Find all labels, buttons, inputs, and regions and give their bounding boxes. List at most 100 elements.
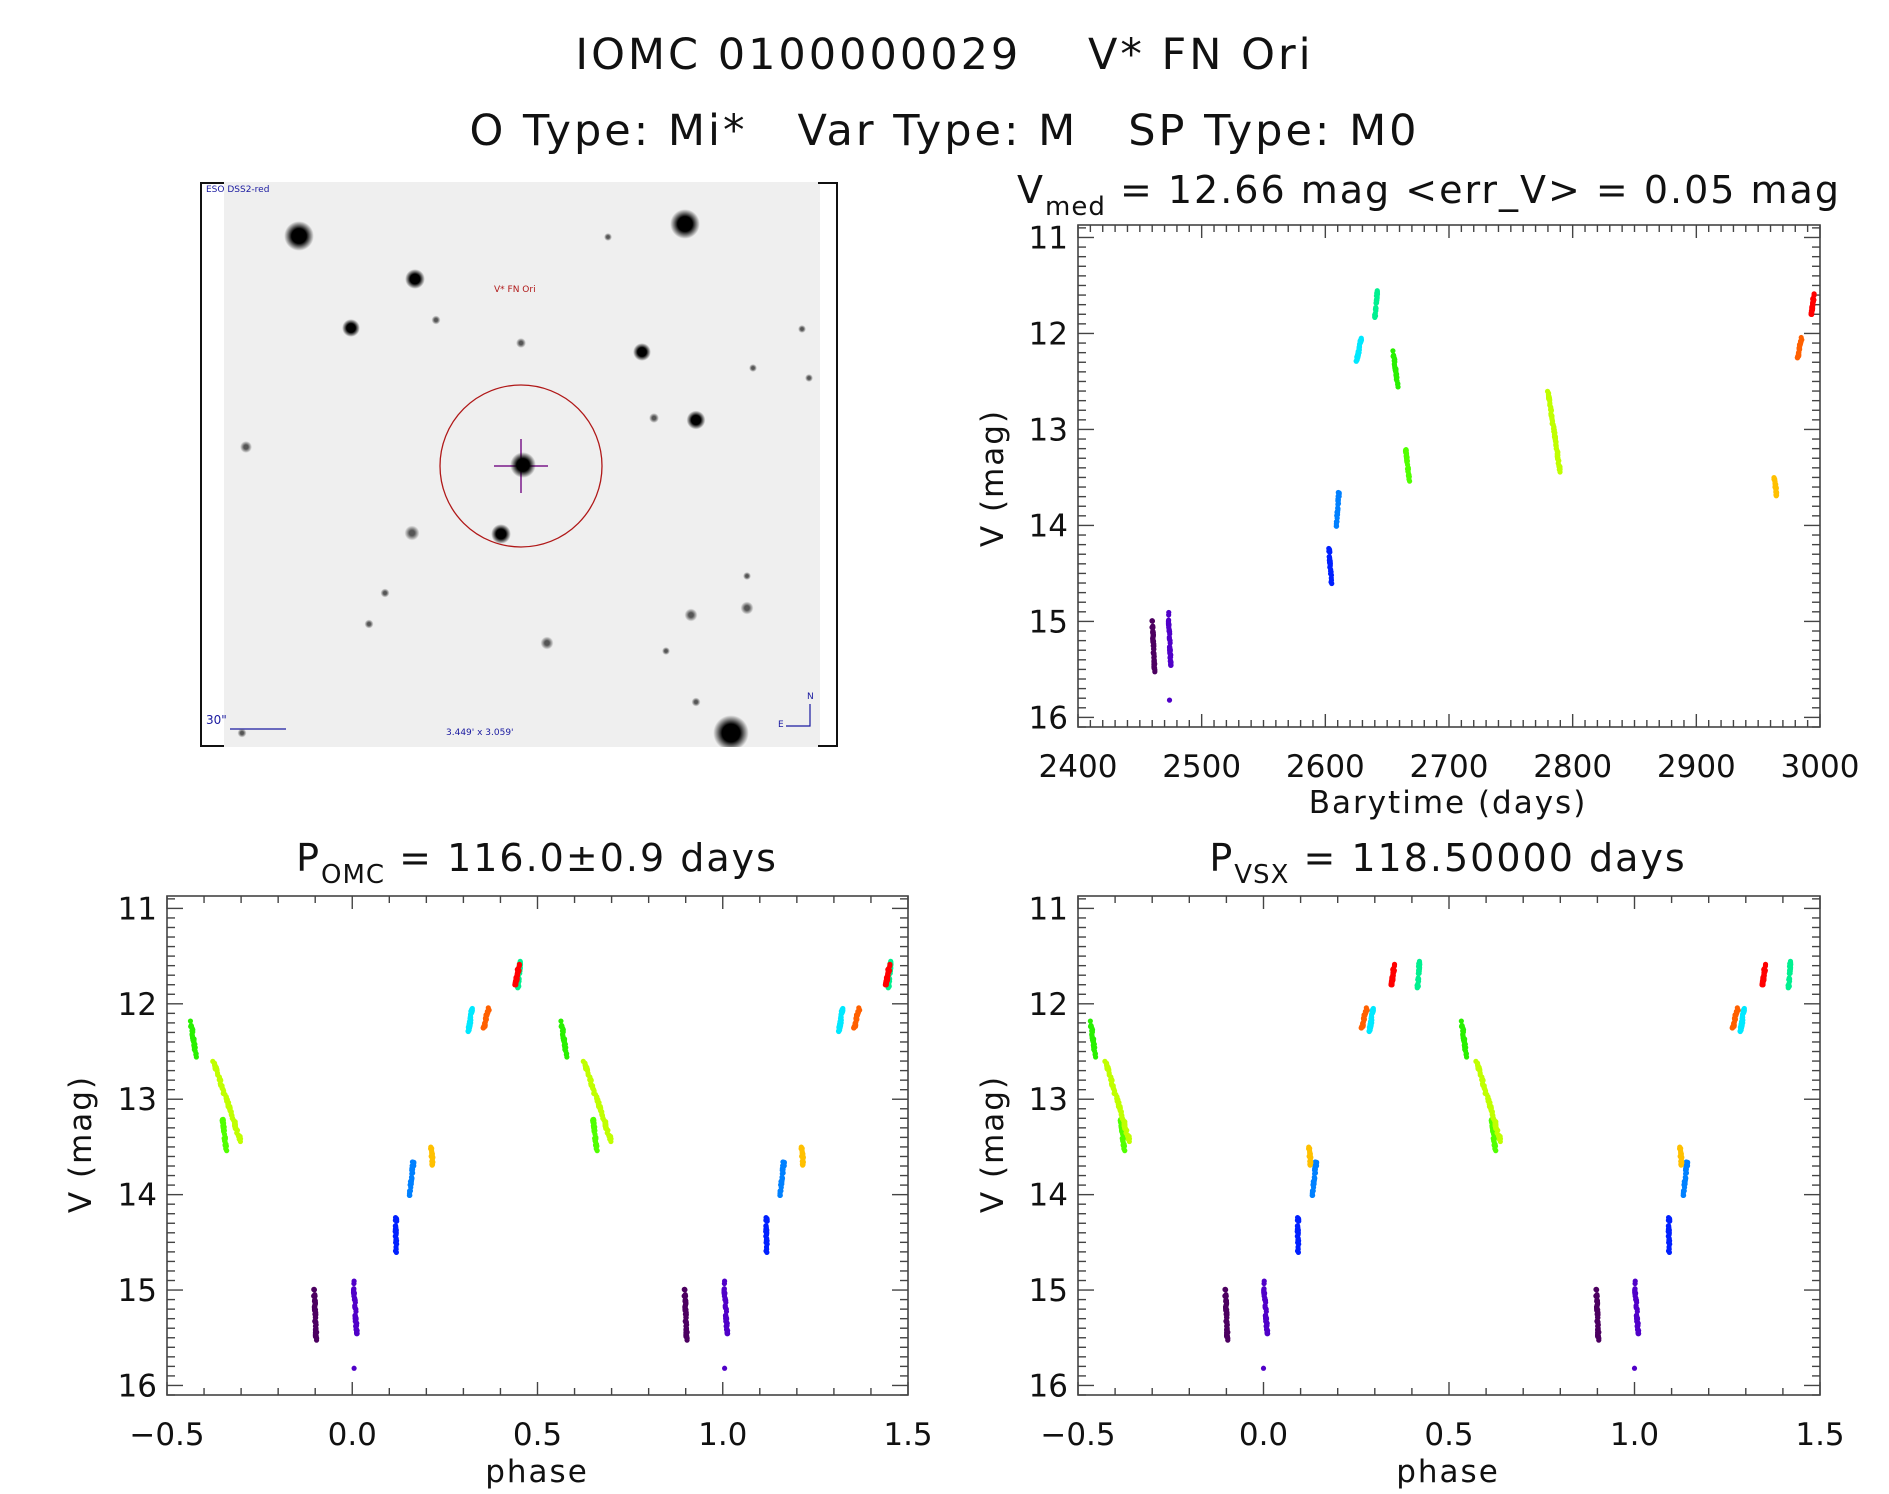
y-tick-label: 13 [118,1082,157,1118]
data-point [514,976,520,982]
data-point [1405,468,1411,474]
lightcurve-plot: 2400 2500 2600 2700 2800 2900 3000 11 12 13 14 15 16 [1029,220,1860,785]
data-point [1772,484,1778,490]
data-point [1595,1323,1601,1329]
data-point [721,1278,728,1284]
data-point [1327,563,1333,569]
data-point [1117,1105,1123,1111]
data-point [1406,476,1412,482]
data-point [563,1048,569,1054]
star [431,315,441,325]
data-point [1333,519,1340,525]
data-point [724,1330,730,1336]
data-point [558,1018,564,1024]
star [237,728,247,738]
star [805,374,813,382]
data-point [1166,628,1172,635]
data-point [682,1286,688,1292]
data-point [352,1297,358,1303]
data-point [562,1044,568,1050]
frame-right [836,182,838,747]
data-point [1372,314,1378,320]
data-point [1799,337,1805,343]
data-point [1785,984,1792,990]
data-point [411,1159,417,1165]
data-point [1594,1292,1600,1298]
data-point [1222,1286,1228,1292]
data-point [1474,1060,1481,1066]
data-point [1459,1023,1465,1029]
data-point [1390,348,1396,354]
data-point [723,1316,729,1322]
star [342,319,360,337]
data-point [559,1023,565,1029]
data-point [1594,1300,1601,1306]
data-point [590,1119,596,1125]
data-point [1740,1009,1746,1015]
data-point [1355,352,1362,358]
data-point [486,1007,492,1013]
data-point [1552,430,1558,436]
data-point [1360,1016,1367,1022]
data-point [1261,1287,1267,1293]
data-point [1547,402,1553,408]
data-point [353,1320,360,1326]
y-tick-label: 11 [1029,220,1068,256]
data-point [1165,619,1172,625]
data-point [607,1136,613,1142]
data-point [1150,623,1156,629]
plot-frame [1077,895,1821,1396]
data-point [1120,1138,1126,1144]
data-point [1119,1115,1125,1121]
data-point [1357,339,1364,345]
x-tick-label: 1.0 [698,1417,747,1453]
data-point [1394,378,1400,384]
data-point [1121,1146,1127,1152]
x-tick-label: 2600 [1286,749,1365,785]
data-point [1462,1036,1468,1042]
data-point [1166,697,1173,703]
data-point [1295,1232,1301,1238]
x-tick-label: 0.0 [1239,1417,1288,1453]
data-point [1294,1248,1301,1254]
data-point [838,1022,844,1028]
data-point [1417,962,1423,968]
target-label: V* FN Ori [494,285,536,295]
star [404,525,420,541]
data-point [1296,1241,1302,1247]
x-tick-label: −0.5 [129,1417,204,1453]
x-tick-label: 2700 [1410,749,1489,785]
data-point [1165,622,1172,628]
data-point [1554,454,1560,460]
data-point [1549,415,1555,422]
data-point [1109,1077,1115,1084]
data-point [1490,1115,1496,1121]
x-tick-label: 1.5 [1795,1417,1844,1453]
phase_vsx-plot: −0.5 0.0 0.5 1.0 1.5 11 12 13 14 15 16 [1029,891,1845,1453]
star [633,343,651,361]
data-point [1263,1316,1269,1322]
y-tick-label: 12 [1029,316,1068,352]
data-point [799,1153,805,1159]
star [798,325,806,333]
data-point [839,1009,845,1015]
data-point [1295,1237,1301,1243]
data-point [1126,1136,1132,1142]
data-point [1546,390,1552,396]
data-point [724,1320,730,1326]
data-point [1631,1365,1638,1371]
data-point [1796,345,1802,351]
y-tick-label: 16 [1029,1368,1068,1404]
data-point [1552,435,1558,442]
data-point [351,1278,357,1284]
north-label: N [807,692,814,702]
data-point [311,1306,318,1313]
data-point [220,1090,226,1097]
data-point [467,1022,473,1028]
data-point [596,1100,602,1106]
data-point [885,967,892,973]
data-point [1680,1188,1687,1194]
y-tick-label: 12 [118,987,157,1023]
data-point [354,1330,360,1336]
y-tick-label: 13 [1029,412,1068,448]
